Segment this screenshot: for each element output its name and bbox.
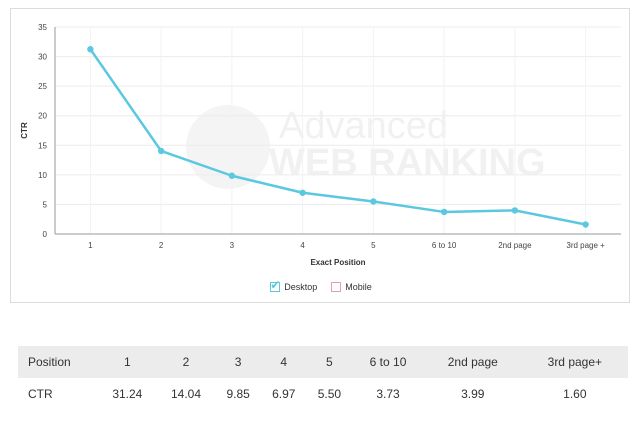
legend-label-desktop: Desktop [284, 282, 318, 292]
svg-text:Advanced: Advanced [279, 105, 448, 147]
legend-label-mobile: Mobile [345, 282, 372, 292]
y-tick-label: 35 [38, 23, 47, 32]
x-axis-label: Exact Position [310, 258, 365, 267]
chart-panel: Advanced WEB RANKING 0 5 10 15 20 25 30 35 1 2 3 4 5 6 … [10, 8, 630, 303]
y-tick-label: 25 [38, 82, 47, 91]
data-point [440, 208, 448, 216]
ctr-data-table: Position 1 2 3 4 5 6 to 10 2nd page 3rd … [18, 346, 628, 410]
x-tick-label: 4 [300, 241, 305, 250]
table-header-cell: 6 to 10 [352, 346, 424, 378]
data-point [157, 147, 165, 155]
table-header-cell: 4 [260, 346, 307, 378]
desktop-checkbox[interactable]: ✔ [270, 278, 281, 292]
table-cell: 14.04 [170, 387, 201, 401]
svg-text:WEB RANKING: WEB RANKING [269, 142, 546, 184]
y-tick-label: 0 [43, 230, 48, 239]
series-line-desktop [89, 48, 586, 226]
data-point [582, 221, 589, 228]
legend-item-mobile[interactable]: Mobile [331, 282, 372, 292]
data-point [511, 207, 519, 214]
table-cell: 31.24 [112, 387, 143, 401]
table-cell: 3.99 [461, 387, 485, 401]
chart-legend: ✔ Desktop Mobile [11, 279, 631, 295]
x-tick-label: 5 [371, 241, 376, 250]
mobile-checkbox[interactable] [331, 282, 342, 292]
table-cell: 9.85 [226, 387, 250, 401]
data-point [87, 46, 94, 53]
table-cell: 5.50 [317, 387, 342, 401]
table-header-cell: 2 [156, 346, 216, 378]
table-header-cell: 2nd page [423, 346, 522, 378]
x-tick-label: 1 [88, 241, 93, 250]
table-header-cell: 3 [215, 346, 261, 378]
table-header-row: Position 1 2 3 4 5 6 to 10 2nd page 3rd … [18, 346, 628, 378]
header-label: Position [18, 346, 98, 378]
x-tick-label: 6 to 10 [432, 241, 457, 250]
table-cell: 1.60 [563, 387, 587, 401]
y-tick-label: 5 [43, 200, 48, 209]
y-tick-label: 10 [38, 171, 47, 180]
x-tick-label: 2nd page [498, 241, 532, 250]
y-tick-label: 20 [38, 112, 47, 121]
data-point [228, 172, 236, 179]
y-tick-label: 30 [38, 53, 47, 62]
table-header-cell: 5 [306, 346, 353, 378]
x-tick-label: 3rd page + [566, 241, 605, 250]
data-point [370, 198, 377, 205]
table-row: CTR 31.24 14.04 9.85 6.97 5.50 3.73 3.99… [18, 378, 628, 410]
data-point [299, 189, 306, 196]
checkmark-icon: ✔ [270, 278, 281, 292]
row-label: CTR [28, 387, 53, 401]
x-tick-label: 2 [159, 241, 164, 250]
x-tick-label: 3 [230, 241, 235, 250]
table-cell: 3.73 [376, 387, 400, 401]
table-cell: 6.97 [272, 387, 296, 401]
table-header-cell: 3rd page+ [521, 346, 628, 378]
legend-item-desktop[interactable]: ✔ Desktop [270, 278, 318, 292]
y-tick-label: 15 [38, 141, 47, 150]
table-header-cell: 1 [98, 346, 157, 378]
y-axis-label: CTR [20, 122, 29, 139]
